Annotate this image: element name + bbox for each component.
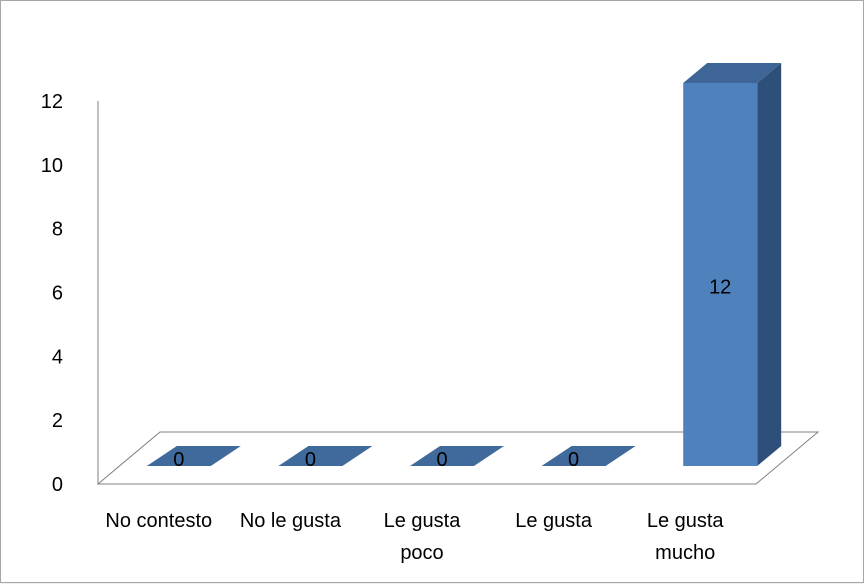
data-label: 12 (709, 277, 731, 299)
y-axis-tick-labels: 0 2 4 6 8 10 12 (41, 91, 63, 496)
y-tick-label: 0 (52, 474, 63, 496)
bar (541, 446, 636, 466)
x-category-label: Le gusta mucho (647, 510, 725, 564)
x-category-label-line: Le gusta (515, 510, 593, 532)
data-label: 0 (436, 449, 447, 471)
x-category-label-line: mucho (655, 542, 715, 564)
x-category-label-line: Le gusta (384, 510, 462, 532)
x-category-label-line: No contesto (105, 510, 212, 532)
y-tick-label: 4 (52, 346, 63, 368)
data-labels: 0 0 0 0 12 (173, 277, 731, 471)
bars (146, 63, 782, 466)
data-label: 0 (305, 449, 316, 471)
y-tick-label: 8 (52, 219, 63, 241)
y-tick-label: 10 (41, 155, 63, 177)
x-category-label-line: Le gusta (647, 510, 725, 532)
x-category-label-line: No le gusta (240, 510, 342, 532)
data-label: 0 (173, 449, 184, 471)
bar-top (683, 63, 782, 83)
bar-side (757, 63, 782, 466)
bar (146, 446, 241, 466)
y-tick-label: 6 (52, 283, 63, 305)
x-category-label: No le gusta (240, 510, 342, 532)
bar (278, 446, 373, 466)
y-tick-label: 12 (41, 91, 63, 113)
bar (410, 446, 504, 466)
x-category-label-line: poco (400, 542, 443, 564)
data-label: 0 (568, 449, 579, 471)
x-category-label: Le gusta poco (384, 510, 462, 564)
y-tick-label: 2 (52, 410, 63, 432)
x-category-label: No contesto (105, 510, 212, 532)
bar (683, 83, 758, 466)
x-category-label: Le gusta (515, 510, 593, 532)
